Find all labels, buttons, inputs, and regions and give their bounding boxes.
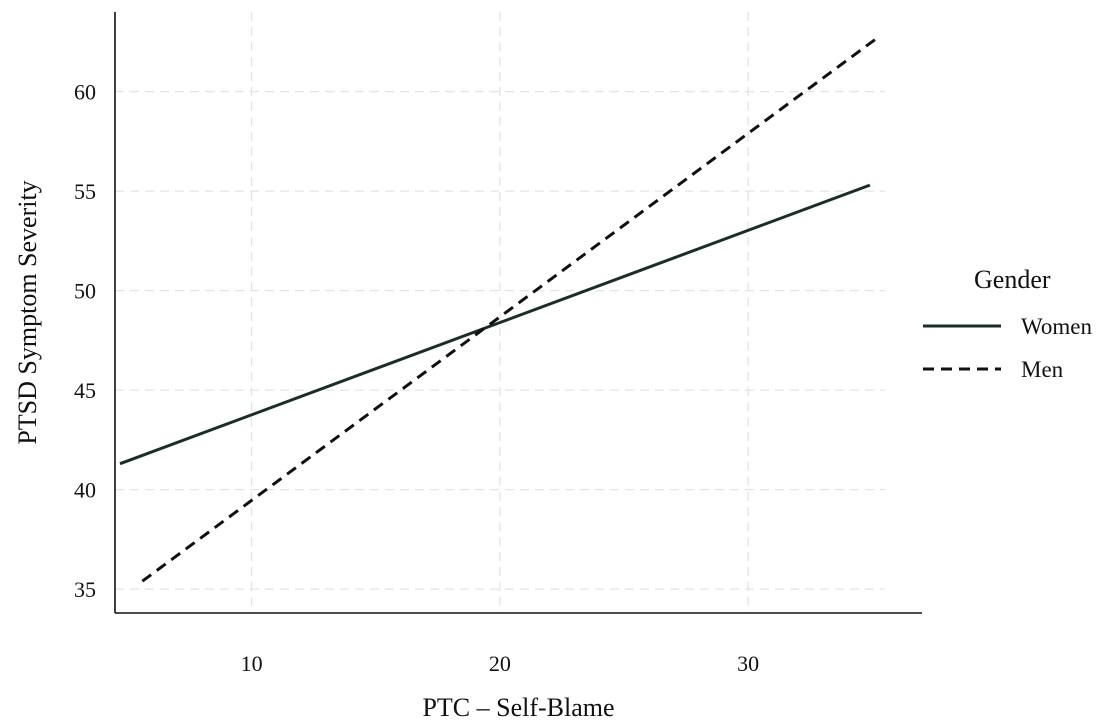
x-tick-label: 30: [737, 651, 759, 676]
grid-lines: [115, 12, 885, 613]
y-tick-label: 40: [74, 478, 96, 503]
series-line-men: [141, 36, 879, 583]
series-line-women: [119, 183, 871, 466]
legend-title: Gender: [974, 265, 1051, 294]
series-lines: [119, 36, 879, 583]
y-tick-label: 60: [74, 80, 96, 105]
x-axis-title: PTC – Self-Blame: [422, 693, 614, 722]
x-tick-label: 20: [489, 651, 511, 676]
legend-items: Women Men: [923, 314, 1092, 382]
legend-label: Men: [1021, 357, 1064, 382]
y-axis-title: PTSD Symptom Severity: [13, 180, 42, 444]
y-tick-label: 50: [74, 279, 96, 304]
y-tick-label: 45: [74, 378, 96, 403]
y-tick-label: 35: [74, 577, 96, 602]
legend-label: Women: [1021, 314, 1092, 339]
y-tick-label: 55: [74, 179, 96, 204]
x-tick-label: 10: [241, 651, 263, 676]
axes: [114, 12, 922, 614]
tick-labels: 35 40 45 50 55 60 10 20 30: [74, 80, 759, 676]
legend: Gender Women Men: [923, 265, 1092, 382]
